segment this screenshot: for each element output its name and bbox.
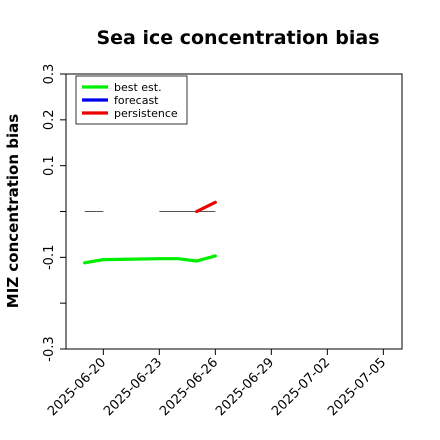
chart-title: Sea ice concentration bias: [96, 27, 379, 49]
legend-label-best-est: best est.: [114, 81, 162, 94]
y-axis-label: MIZ concentration bias: [4, 114, 22, 308]
y-axis-ticks: -0.3 -0.1 0.1 0.2 0.3: [42, 64, 66, 362]
y-tick-label: -0.1: [42, 245, 57, 270]
x-tick-label: 2025-06-29: [213, 355, 277, 419]
y-tick-label: 0.3: [42, 64, 57, 85]
x-tick-label: 2025-06-26: [157, 355, 221, 419]
plot-frame: [65, 73, 403, 350]
y-tick-label: -0.3: [42, 336, 57, 361]
y-tick-label: 0.1: [42, 155, 57, 176]
x-tick-label: 2025-07-02: [269, 355, 333, 419]
series-layer: [83, 200, 217, 265]
legend-label-forecast: forecast: [114, 94, 159, 107]
x-tick-label: 2025-06-23: [101, 355, 165, 419]
legend-label-persistence: persistence: [114, 107, 178, 120]
x-axis-ticks: 2025-06-202025-06-232025-06-262025-06-29…: [45, 349, 389, 419]
x-tick-label: 2025-06-20: [45, 355, 109, 419]
series-line-persistence: [195, 200, 217, 214]
series-line-best-est: [83, 254, 217, 265]
x-tick-label: 2025-07-05: [325, 355, 389, 419]
y-tick-label: 0.2: [42, 109, 57, 130]
